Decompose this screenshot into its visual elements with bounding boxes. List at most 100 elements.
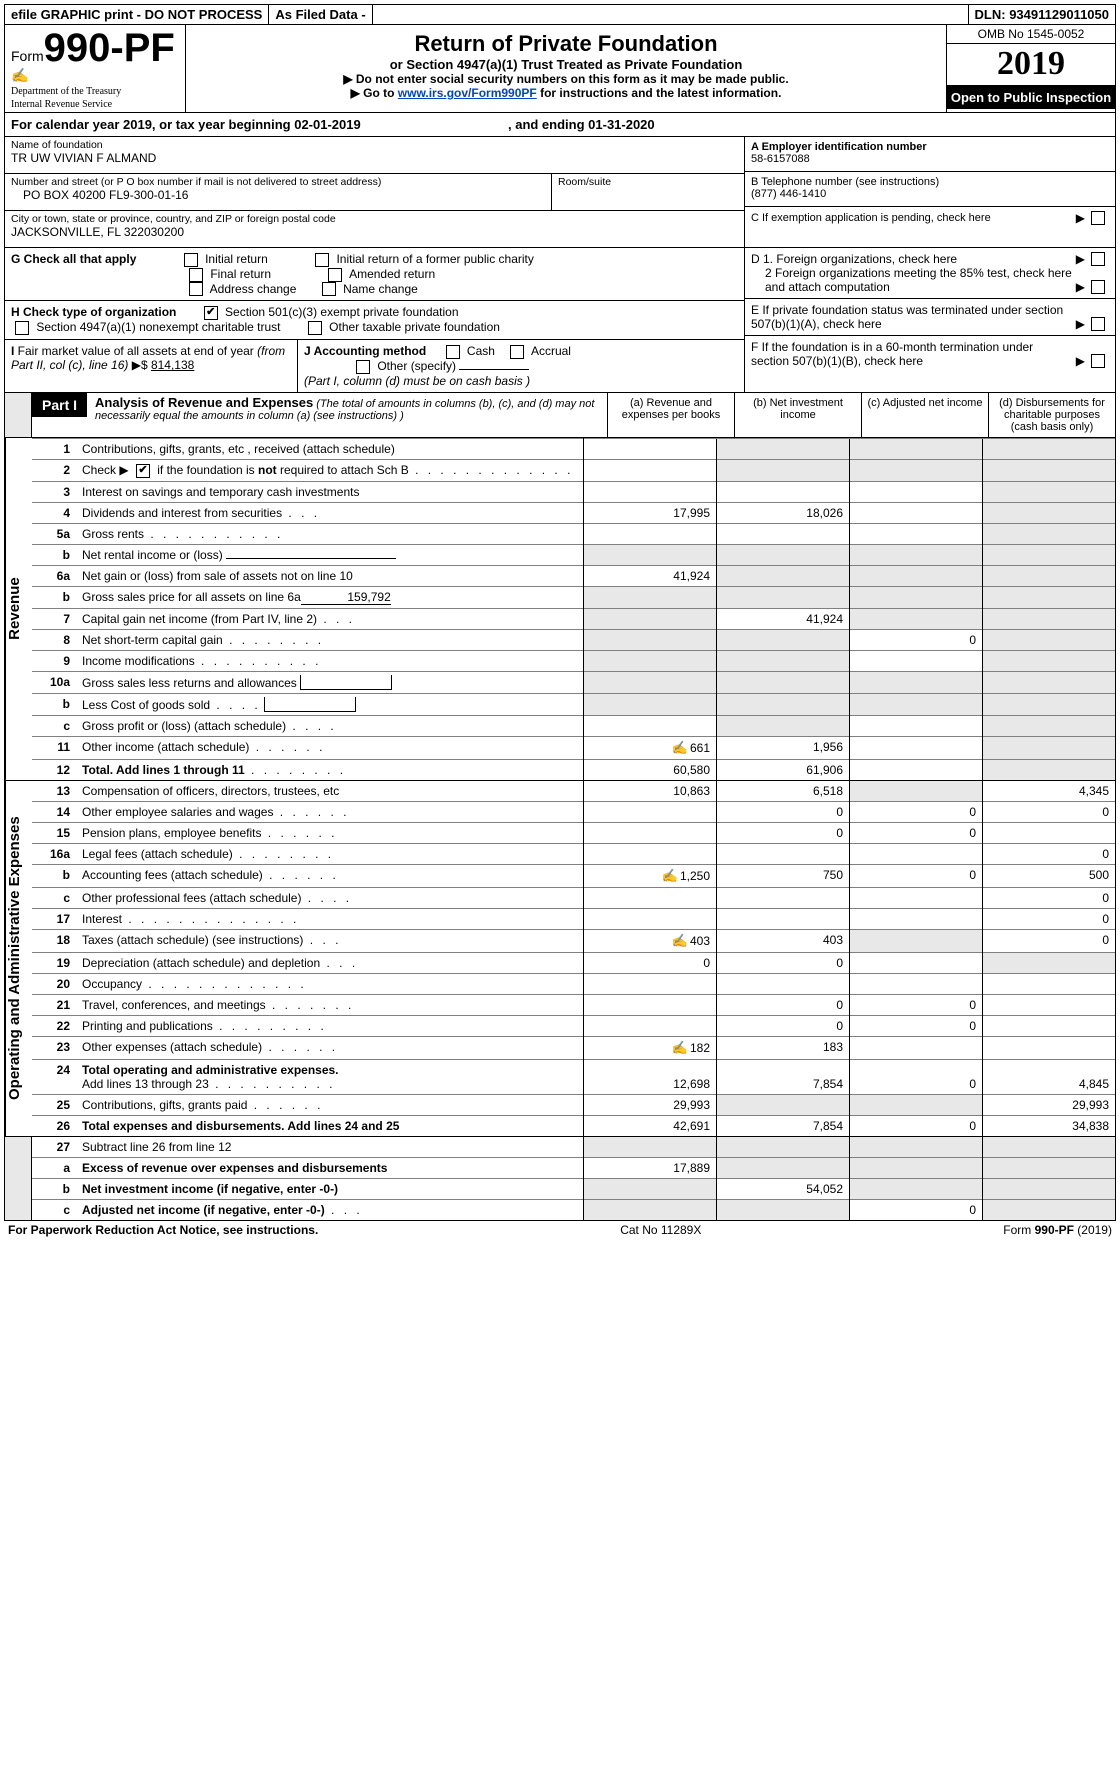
g-amended-cb[interactable] xyxy=(328,268,342,282)
footer-left: For Paperwork Reduction Act Notice, see … xyxy=(8,1223,318,1237)
net-side-spacer xyxy=(5,1137,32,1220)
room-label: Room/suite xyxy=(558,176,738,188)
line-10c: cGross profit or (loss) (attach schedule… xyxy=(32,715,1115,736)
schb-checkbox[interactable]: ✔ xyxy=(136,464,150,478)
efile-topbar: efile GRAPHIC print - DO NOT PROCESS As … xyxy=(5,5,1115,25)
line-10b: bLess Cost of goods sold . . . . xyxy=(32,693,1115,715)
j-cell: J Accounting method Cash Accrual Other (… xyxy=(298,340,744,392)
line-17: 17Interest . . . . . . . . . . . . . .0 xyxy=(32,908,1115,929)
line-27a: aExcess of revenue over expenses and dis… xyxy=(32,1157,1115,1178)
entity-right: A Employer identification number 58-6157… xyxy=(744,137,1115,247)
g-o3: Final return xyxy=(210,267,271,281)
g-o1: Initial return xyxy=(205,252,268,266)
name-cell: Name of foundation TR UW VIVIAN F ALMAND xyxy=(5,137,744,174)
page-footer: For Paperwork Reduction Act Notice, see … xyxy=(4,1221,1116,1239)
line-20: 20Occupancy . . . . . . . . . . . . . xyxy=(32,973,1115,994)
d-row: D 1. Foreign organizations, check here▶ … xyxy=(745,248,1115,299)
line-2: 2Check ▶ ✔ if the foundation is not requ… xyxy=(32,459,1115,481)
h-row: H Check type of organization ✔ Section 5… xyxy=(5,301,744,340)
tax-year: 2019 xyxy=(947,44,1115,86)
addr-label: Number and street (or P O box number if … xyxy=(11,176,545,188)
line-5b: bNet rental income or (loss) xyxy=(32,544,1115,565)
h-o1: Section 501(c)(3) exempt private foundat… xyxy=(225,305,458,319)
g-former-charity-cb[interactable] xyxy=(315,253,329,267)
net-section: 27Subtract line 26 from line 12 aExcess … xyxy=(5,1136,1115,1220)
j-o2: Accrual xyxy=(531,344,571,358)
attachment-icon[interactable]: ✍ xyxy=(672,740,688,756)
i-value: 814,138 xyxy=(151,358,194,372)
phone-cell: B Telephone number (see instructions) (8… xyxy=(745,172,1115,207)
line-7: 7Capital gain net income (from Part IV, … xyxy=(32,608,1115,629)
g-o6: Name change xyxy=(343,282,418,296)
j-other-cb[interactable] xyxy=(356,360,370,374)
arrow-icon: ▶ xyxy=(1076,252,1085,266)
attachment-icon[interactable]: ✍ xyxy=(672,1040,688,1056)
line-11: 11Other income (attach schedule) . . . .… xyxy=(32,736,1115,759)
arrow-icon: ▶ xyxy=(1076,317,1085,331)
form-title-block: Return of Private Foundation or Section … xyxy=(186,25,946,112)
note2-suffix: for instructions and the latest informat… xyxy=(537,86,782,100)
attachment-icon[interactable]: ✍ xyxy=(672,933,688,949)
exemption-checkbox[interactable] xyxy=(1091,211,1105,225)
e-checkbox[interactable] xyxy=(1091,317,1105,331)
i-label: I Fair market value of all assets at end… xyxy=(11,344,285,372)
city-state-zip: JACKSONVILLE, FL 322030200 xyxy=(11,225,738,239)
f-row: F If the foundation is in a 60-month ter… xyxy=(745,336,1115,372)
exemption-pending-cell: C If exemption application is pending, c… xyxy=(745,207,1115,231)
h-4947-cb[interactable] xyxy=(15,321,29,335)
col-b-header: (b) Net investment income xyxy=(734,393,861,437)
e-row: E If private foundation status was termi… xyxy=(745,299,1115,336)
efile-notice: efile GRAPHIC print - DO NOT PROCESS xyxy=(5,5,269,24)
gross-sales-box[interactable] xyxy=(300,675,392,690)
line-22: 22Printing and publications . . . . . . … xyxy=(32,1015,1115,1036)
d2-checkbox[interactable] xyxy=(1091,280,1105,294)
calendar-year-row: For calendar year 2019, or tax year begi… xyxy=(5,113,1115,137)
rental-input[interactable] xyxy=(226,558,396,559)
j-cash-cb[interactable] xyxy=(446,345,460,359)
instructions-link-line: ▶ Go to www.irs.gov/Form990PF for instru… xyxy=(196,86,936,100)
form-container: efile GRAPHIC print - DO NOT PROCESS As … xyxy=(4,4,1116,1221)
line-14: 14Other employee salaries and wages . . … xyxy=(32,801,1115,822)
entity-left: Name of foundation TR UW VIVIAN F ALMAND… xyxy=(5,137,744,247)
j-note: (Part I, column (d) must be on cash basi… xyxy=(304,374,530,388)
expenses-section: Operating and Administrative Expenses 13… xyxy=(5,780,1115,1136)
form-subtitle: or Section 4947(a)(1) Trust Treated as P… xyxy=(196,57,936,72)
j-accrual-cb[interactable] xyxy=(510,345,524,359)
form-id-box: Form990-PF ✍ Department of the Treasury … xyxy=(5,25,186,112)
arrow-icon: ▶ xyxy=(1076,354,1085,368)
e-label: E If private foundation status was termi… xyxy=(751,303,1074,331)
i-cell: I Fair market value of all assets at end… xyxy=(5,340,298,392)
net-table: 27Subtract line 26 from line 12 aExcess … xyxy=(32,1137,1115,1220)
irs-link[interactable]: www.irs.gov/Form990PF xyxy=(398,86,537,100)
dept-irs: Internal Revenue Service xyxy=(11,99,179,110)
g-initial-return-cb[interactable] xyxy=(184,253,198,267)
side-spacer xyxy=(5,393,32,437)
j-other-input[interactable] xyxy=(459,369,529,370)
d1-checkbox[interactable] xyxy=(1091,252,1105,266)
cogs-box[interactable] xyxy=(264,697,356,712)
g-final-return-cb[interactable] xyxy=(189,268,203,282)
form-header: Form990-PF ✍ Department of the Treasury … xyxy=(5,25,1115,113)
line-23: 23Other expenses (attach schedule) . . .… xyxy=(32,1036,1115,1059)
revenue-table: 1Contributions, gifts, grants, etc , rec… xyxy=(32,438,1115,780)
form-title: Return of Private Foundation xyxy=(196,31,936,57)
g-row: G Check all that apply Initial return In… xyxy=(5,248,744,301)
cal-end: , and ending 01-31-2020 xyxy=(508,117,655,132)
line-19: 19Depreciation (attach schedule) and dep… xyxy=(32,952,1115,973)
col-d-header: (d) Disbursements for charitable purpose… xyxy=(988,393,1115,437)
f-checkbox[interactable] xyxy=(1091,354,1105,368)
line-8: 8Net short-term capital gain . . . . . .… xyxy=(32,629,1115,650)
f-label: F If the foundation is in a 60-month ter… xyxy=(751,340,1074,368)
g-name-change-cb[interactable] xyxy=(322,282,336,296)
gross-sales-value: 159,792 xyxy=(301,590,391,605)
h-other-taxable-cb[interactable] xyxy=(308,321,322,335)
omb-number: OMB No 1545-0052 xyxy=(947,25,1115,44)
g-address-change-cb[interactable] xyxy=(189,282,203,296)
attachment-icon[interactable]: ✍ xyxy=(662,868,678,884)
col-c-header: (c) Adjusted net income xyxy=(861,393,988,437)
g-o4: Amended return xyxy=(349,267,435,281)
line-26: 26Total expenses and disbursements. Add … xyxy=(32,1115,1115,1136)
arrow-icon: ▶ xyxy=(1076,211,1085,225)
h-501c3-cb[interactable]: ✔ xyxy=(204,306,218,320)
line-12: 12Total. Add lines 1 through 11 . . . . … xyxy=(32,759,1115,780)
